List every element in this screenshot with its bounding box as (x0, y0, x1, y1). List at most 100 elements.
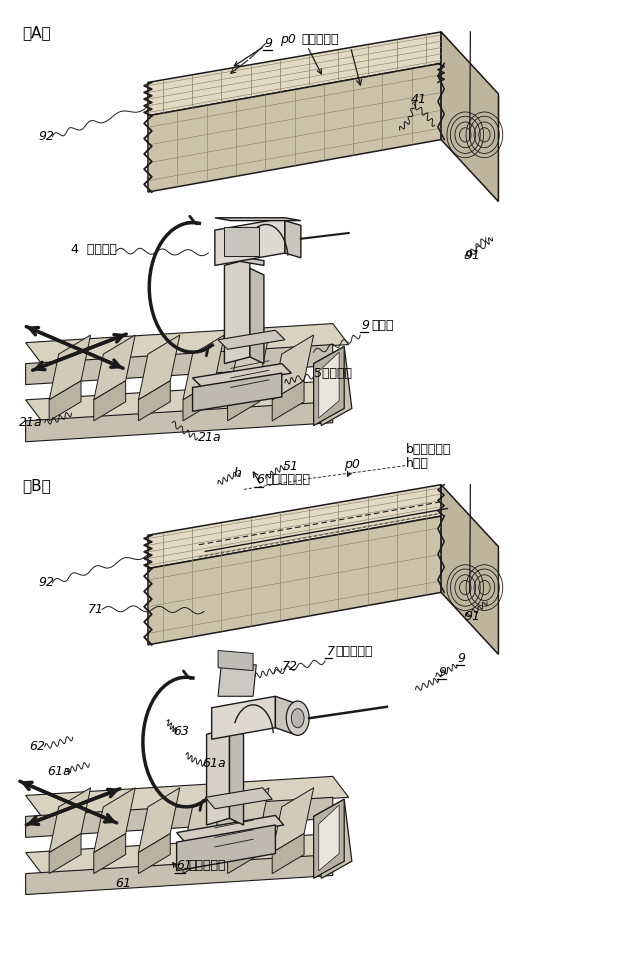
Circle shape (291, 708, 304, 728)
Polygon shape (215, 218, 301, 221)
Polygon shape (94, 834, 125, 874)
Text: 92: 92 (38, 576, 54, 589)
Polygon shape (148, 63, 441, 192)
Polygon shape (148, 32, 441, 116)
Polygon shape (275, 696, 294, 734)
Polygon shape (314, 799, 352, 879)
Polygon shape (228, 335, 269, 400)
Text: 9: 9 (264, 37, 273, 50)
Polygon shape (138, 788, 180, 853)
Text: 41: 41 (411, 93, 427, 106)
Polygon shape (26, 855, 333, 895)
Text: 木軸材: 木軸材 (371, 319, 394, 332)
Text: 平行移動機構: 平行移動機構 (266, 473, 311, 487)
Polygon shape (26, 797, 333, 837)
Text: （B）: （B） (22, 478, 51, 493)
Text: 9: 9 (457, 652, 465, 664)
Text: 7: 7 (326, 645, 334, 658)
Polygon shape (272, 834, 304, 874)
Polygon shape (228, 380, 259, 421)
Text: 71: 71 (88, 603, 104, 616)
Polygon shape (183, 335, 225, 400)
Text: 9: 9 (438, 666, 447, 679)
Text: 21a: 21a (198, 431, 221, 445)
Polygon shape (225, 254, 264, 266)
Polygon shape (218, 650, 253, 670)
Text: 61a: 61a (47, 765, 71, 778)
Polygon shape (272, 788, 314, 853)
Polygon shape (94, 380, 125, 421)
Text: 4  開孔手段: 4 開孔手段 (72, 243, 117, 255)
Polygon shape (314, 346, 344, 425)
Polygon shape (26, 344, 333, 384)
Polygon shape (212, 696, 275, 739)
Text: 91: 91 (464, 250, 480, 262)
Polygon shape (319, 805, 339, 871)
Text: 62: 62 (29, 740, 45, 753)
Polygon shape (285, 221, 301, 258)
Polygon shape (49, 380, 81, 421)
Text: p0: p0 (344, 458, 360, 471)
Polygon shape (193, 373, 282, 411)
Polygon shape (230, 728, 244, 825)
Text: h: h (234, 467, 242, 480)
Polygon shape (177, 815, 284, 842)
Polygon shape (218, 330, 285, 349)
Polygon shape (272, 380, 304, 421)
Text: 92: 92 (38, 130, 54, 143)
Polygon shape (319, 352, 339, 418)
Polygon shape (441, 485, 499, 654)
Text: 63: 63 (173, 725, 189, 738)
Text: b木材用ビス: b木材用ビス (405, 443, 451, 456)
Text: 61: 61 (115, 877, 131, 890)
Polygon shape (26, 402, 333, 442)
Polygon shape (138, 834, 170, 874)
Polygon shape (138, 380, 170, 421)
Polygon shape (205, 788, 272, 809)
Polygon shape (148, 485, 441, 569)
Polygon shape (314, 346, 352, 425)
Polygon shape (94, 335, 135, 400)
Polygon shape (183, 834, 215, 874)
Text: 72: 72 (282, 661, 298, 673)
Polygon shape (225, 259, 250, 363)
Polygon shape (218, 664, 256, 696)
Polygon shape (215, 218, 285, 266)
Polygon shape (26, 323, 349, 363)
Text: 5貫入手段: 5貫入手段 (314, 367, 351, 380)
Polygon shape (272, 335, 314, 400)
Polygon shape (49, 788, 91, 853)
Text: 91: 91 (464, 610, 480, 622)
Circle shape (286, 701, 309, 735)
Polygon shape (228, 788, 269, 853)
Text: （A）: （A） (22, 25, 51, 40)
Polygon shape (225, 228, 259, 256)
Text: フォルダー: フォルダー (335, 645, 372, 658)
Text: 左右レール: 左右レール (189, 859, 226, 873)
Text: 51: 51 (283, 460, 299, 473)
Text: p0: p0 (280, 33, 296, 46)
Text: 6: 6 (256, 473, 264, 487)
Text: 初期締結材: 初期締結材 (301, 33, 339, 46)
Polygon shape (138, 335, 180, 400)
Polygon shape (49, 335, 91, 400)
Polygon shape (441, 32, 499, 202)
Polygon shape (49, 834, 81, 874)
Text: 61a: 61a (202, 757, 226, 771)
Polygon shape (441, 32, 499, 128)
Text: 61: 61 (176, 859, 192, 873)
Polygon shape (183, 380, 215, 421)
Polygon shape (207, 728, 230, 825)
Polygon shape (228, 834, 259, 874)
Polygon shape (183, 788, 225, 853)
Polygon shape (193, 363, 291, 387)
Text: h下穴: h下穴 (405, 457, 428, 470)
Polygon shape (26, 834, 349, 874)
Polygon shape (148, 516, 441, 644)
Polygon shape (250, 269, 264, 363)
Polygon shape (26, 380, 349, 421)
Polygon shape (314, 799, 344, 879)
Polygon shape (94, 788, 135, 853)
Text: 21a: 21a (19, 416, 43, 429)
Text: 9: 9 (362, 319, 369, 332)
